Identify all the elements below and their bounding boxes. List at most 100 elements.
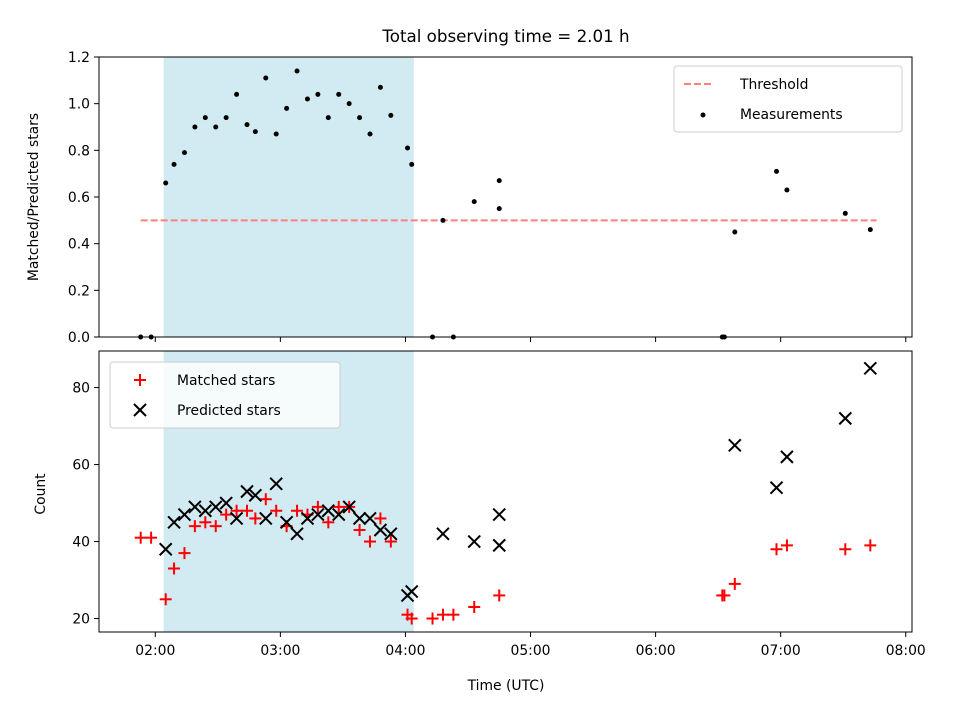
top-panel-y-axis-label: Matched/Predicted stars <box>26 113 42 281</box>
data-point <box>332 500 345 513</box>
data-point <box>732 229 738 235</box>
data-point <box>405 145 411 151</box>
y-tick-label: 0.2 <box>68 283 90 299</box>
data-point <box>440 217 446 223</box>
data-point <box>134 531 147 544</box>
data-point <box>404 584 419 599</box>
data-point <box>304 96 310 102</box>
x-tick-label: 04:00 <box>385 643 425 659</box>
data-point <box>784 187 790 193</box>
data-point <box>409 161 415 167</box>
data-point <box>838 411 852 426</box>
data-point <box>263 75 269 81</box>
bottom-legend-box <box>109 361 341 429</box>
shaded-interval <box>163 57 414 337</box>
data-point <box>426 612 439 625</box>
y-tick-label: 1.2 <box>68 50 90 66</box>
x-tick-label: 02:00 <box>135 643 175 659</box>
data-point <box>384 535 397 548</box>
data-point <box>357 115 363 121</box>
data-point <box>192 124 198 130</box>
data-point <box>364 535 376 548</box>
data-point <box>325 115 331 121</box>
data-point <box>769 480 784 495</box>
data-point <box>718 589 731 602</box>
data-point <box>332 507 346 522</box>
data-point <box>839 543 852 556</box>
data-point <box>177 507 192 522</box>
bottom-panel-legend: Matched stars Predicted stars <box>109 361 341 429</box>
data-point <box>728 438 742 453</box>
data-point <box>240 484 254 499</box>
data-point <box>346 101 352 107</box>
y-tick-label: 1.0 <box>68 97 90 113</box>
data-point <box>492 507 506 522</box>
data-point <box>864 539 877 552</box>
data-point <box>447 608 460 621</box>
bottom-panel-series <box>134 361 878 625</box>
data-point <box>241 504 254 517</box>
data-point <box>290 527 304 541</box>
legend-threshold-label: Threshold <box>739 77 808 93</box>
x-tick-label: 03:00 <box>260 643 300 659</box>
data-point <box>209 500 223 514</box>
data-point <box>229 511 244 526</box>
data-point <box>163 180 169 186</box>
data-point <box>270 504 283 517</box>
data-point <box>259 493 272 506</box>
data-point <box>468 600 481 613</box>
top-panel: 0.0 0.2 0.4 0.6 0.8 1.0 1.2 Matched/Predicted … <box>26 50 913 346</box>
y-tick-label: 80 <box>72 381 90 397</box>
data-point <box>291 504 304 517</box>
legend-matched-swatch <box>134 374 146 386</box>
x-tick-label: 05:00 <box>510 643 550 659</box>
data-point <box>770 543 783 556</box>
data-point <box>244 122 250 128</box>
data-point <box>259 511 273 526</box>
data-point <box>311 507 325 522</box>
data-point <box>294 68 300 74</box>
data-point <box>336 91 342 97</box>
data-point <box>780 539 793 552</box>
legend-matched-label: Matched stars <box>177 373 275 389</box>
legend-predicted-label: Predicted stars <box>177 403 281 419</box>
data-point <box>249 512 262 525</box>
x-tick-label: 08:00 <box>886 643 926 659</box>
data-point <box>284 105 290 111</box>
data-point <box>248 488 263 503</box>
data-point <box>171 161 177 167</box>
data-point <box>436 608 449 621</box>
data-point <box>311 500 324 513</box>
data-point <box>219 496 233 510</box>
data-point <box>230 504 243 517</box>
data-point <box>496 178 502 184</box>
data-point <box>352 511 367 526</box>
data-point <box>279 515 294 530</box>
data-point <box>377 84 383 90</box>
y-tick-label: 0.4 <box>68 237 90 253</box>
y-tick-label: 60 <box>72 458 90 474</box>
top-legend-box <box>673 65 903 133</box>
data-point <box>496 206 502 212</box>
data-point <box>471 199 477 205</box>
data-point <box>159 542 173 556</box>
data-point <box>353 523 366 536</box>
data-point <box>188 520 201 533</box>
data-point <box>367 131 373 137</box>
top-panel-x-ticks <box>154 337 907 342</box>
data-point <box>384 527 398 541</box>
chart-title: Total observing time = 2.01 h <box>381 26 629 46</box>
data-point <box>863 361 878 376</box>
data-point <box>199 516 212 529</box>
data-point <box>269 477 283 491</box>
data-point <box>168 562 181 575</box>
series-predicted-stars <box>159 361 878 603</box>
series-matched-stars <box>134 493 877 625</box>
x-axis-label: Time (UTC) <box>467 678 545 694</box>
legend-measurements-label: Measurements <box>740 107 843 123</box>
data-point <box>374 512 387 525</box>
data-point <box>322 516 335 529</box>
x-tick-label: 07:00 <box>761 643 801 659</box>
y-tick-label: 0.8 <box>68 143 90 159</box>
data-point <box>842 210 848 216</box>
